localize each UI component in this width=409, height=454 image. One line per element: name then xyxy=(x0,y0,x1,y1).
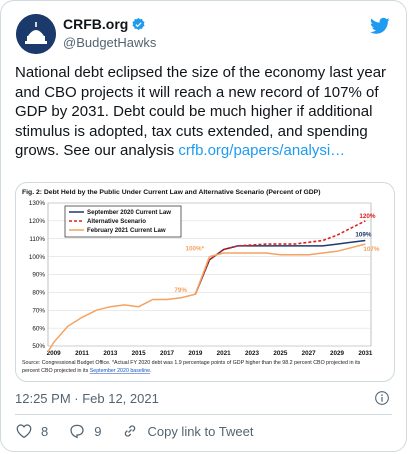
data-label: 100%* xyxy=(186,246,205,253)
x-tick-label: 2011 xyxy=(75,350,89,357)
legend-label: September 2020 Current Law xyxy=(87,209,171,216)
x-tick-label: 2021 xyxy=(217,350,232,357)
analysis-link[interactable]: crfb.org/papers/analysi… xyxy=(178,142,346,159)
reply-count: 9 xyxy=(94,423,102,439)
avatar[interactable] xyxy=(16,14,56,54)
x-tick-label: 2009 xyxy=(47,350,62,357)
link-icon xyxy=(125,425,136,437)
handle[interactable]: @BudgetHawks xyxy=(63,35,157,50)
data-label: 109% xyxy=(355,232,372,239)
action-bar: 8 9 Copy link to Tweet xyxy=(15,422,273,440)
y-tick-label: 110% xyxy=(29,236,45,243)
x-tick-label: 2027 xyxy=(302,350,317,357)
x-tick-label: 2015 xyxy=(132,350,147,357)
x-tick-label: 2013 xyxy=(103,350,118,357)
series-line xyxy=(194,239,366,295)
x-tick-label: 2029 xyxy=(330,350,345,357)
tweet-text: National debt eclipsed the size of the e… xyxy=(15,63,397,161)
chart-title: Fig. 2: Debt Held by the Public Under Cu… xyxy=(22,189,320,196)
copy-link-button[interactable]: Copy link to Tweet xyxy=(121,422,253,440)
x-tick-label: 2017 xyxy=(160,350,175,357)
y-tick-label: 90% xyxy=(32,272,45,279)
y-tick-label: 60% xyxy=(32,325,45,332)
series-line xyxy=(194,220,366,295)
tweet-body: National debt eclipsed the size of the e… xyxy=(15,64,387,159)
series-line xyxy=(47,243,366,353)
data-label: 120% xyxy=(359,213,376,220)
twitter-bird-icon[interactable] xyxy=(370,17,390,35)
legend-box xyxy=(64,205,182,238)
source-end: . xyxy=(150,368,151,374)
timestamp[interactable]: 12:25 PM · Feb 12, 2021 xyxy=(15,391,159,406)
heart-icon xyxy=(16,424,32,439)
y-tick-label: 120% xyxy=(29,218,46,225)
verified-badge-icon xyxy=(132,17,145,30)
data-label: 107% xyxy=(363,246,380,253)
x-tick-label: 2019 xyxy=(188,350,203,357)
display-name[interactable]: CRFB.org xyxy=(63,16,129,32)
capitol-dome-logo xyxy=(16,14,56,54)
data-label: 79% xyxy=(174,287,187,294)
legend-label: February 2021 Current Law xyxy=(87,227,166,234)
y-tick-label: 50% xyxy=(32,343,45,350)
source-text: Source: Congressional Budget Office. *Ac… xyxy=(22,360,361,366)
chart-source-line2: percent CBO projected in its September 2… xyxy=(22,368,152,374)
y-tick-label: 100% xyxy=(29,254,46,261)
reply-bubble-icon xyxy=(70,424,84,439)
x-tick-label: 2031 xyxy=(358,350,373,357)
legend-label: Alternative Scenario xyxy=(87,218,146,225)
like-count: 8 xyxy=(41,423,49,439)
y-tick-label: 70% xyxy=(32,307,45,314)
source-link: September 2020 baseline xyxy=(90,368,150,374)
divider xyxy=(15,414,392,415)
x-tick-label: 2023 xyxy=(245,350,260,357)
x-tick-label: 2025 xyxy=(273,350,288,357)
copy-link-label: Copy link to Tweet xyxy=(147,423,254,439)
chart-image[interactable]: Fig. 2: Debt Held by the Public Under Cu… xyxy=(15,182,395,382)
like-button[interactable]: 8 xyxy=(15,422,48,440)
chart-source: Source: Congressional Budget Office. *Ac… xyxy=(22,360,361,366)
info-icon[interactable] xyxy=(374,390,390,406)
debt-chart: Fig. 2: Debt Held by the Public Under Cu… xyxy=(22,189,380,374)
y-tick-label: 130% xyxy=(29,200,46,207)
y-tick-label: 80% xyxy=(32,290,45,297)
reply-button[interactable]: 9 xyxy=(68,422,101,440)
